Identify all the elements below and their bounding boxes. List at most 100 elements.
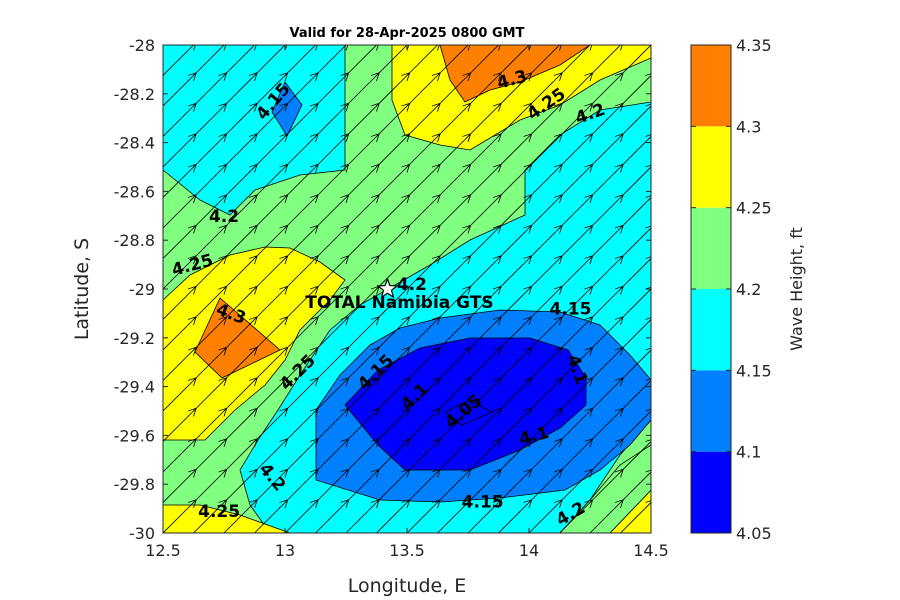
direction-arrow (163, 317, 196, 351)
direction-arrow (376, 104, 410, 137)
direction-arrow (376, 256, 410, 290)
direction-arrow (223, 470, 257, 503)
direction-arrow (589, 104, 623, 137)
direction-arrow (254, 287, 288, 320)
direction-arrow (406, 195, 440, 229)
direction-arrow (437, 104, 471, 137)
colorbar-swatch (691, 207, 731, 289)
direction-arrow (163, 500, 196, 533)
direction-arrow (345, 348, 379, 381)
direction-arrow (223, 439, 257, 473)
direction-arrow (589, 45, 623, 76)
direction-arrow (650, 227, 651, 228)
direction-arrow (528, 409, 562, 442)
y-tick-label: -30 (129, 524, 155, 543)
direction-arrow (284, 378, 318, 412)
direction-arrow (559, 378, 593, 412)
direction-arrow (163, 45, 196, 76)
direction-arrow (650, 74, 651, 76)
direction-arrow (284, 409, 318, 442)
direction-arrow (163, 104, 196, 137)
direction-arrow (620, 165, 651, 198)
direction-arrow (559, 287, 593, 320)
direction-arrow (467, 500, 501, 533)
direction-arrow (620, 134, 651, 168)
direction-arrow (467, 256, 501, 290)
site-marker-group: TOTAL Namibia GTS (305, 277, 494, 313)
direction-arrow (284, 73, 318, 107)
colorbar-swatch (691, 370, 731, 452)
direction-arrow (345, 500, 379, 533)
direction-arrow (498, 73, 532, 107)
direction-arrow (223, 378, 257, 412)
direction-arrow (528, 134, 562, 168)
direction-arrow (406, 73, 440, 107)
contour-label: 4.2 (209, 207, 239, 227)
direction-arrow (498, 134, 532, 168)
direction-arrow (223, 45, 257, 76)
direction-arrow (528, 439, 562, 473)
direction-arrow (620, 500, 651, 533)
direction-arrow (437, 317, 471, 351)
colorbar-swatch (691, 451, 731, 533)
direction-arrow (467, 134, 501, 168)
direction-arrow (376, 348, 410, 381)
direction-arrow (559, 165, 593, 198)
y-axis-ticks: -28 -28.2 -28.4 -28.6 -28.8 -29 -29.2 -29.4 -29.… (114, 36, 651, 543)
direction-arrow (223, 104, 257, 137)
direction-arrow (650, 471, 651, 472)
x-tick-label: 14.5 (633, 541, 669, 560)
direction-arrow (284, 256, 318, 290)
direction-arrow (315, 470, 349, 503)
direction-arrow (620, 317, 651, 351)
direction-arrow (193, 500, 227, 533)
direction-arrow (315, 73, 349, 107)
direction-arrow (163, 470, 196, 503)
direction-arrow (254, 134, 288, 168)
direction-arrow (650, 501, 651, 503)
direction-arrow (223, 409, 257, 442)
direction-arrow (650, 532, 651, 533)
direction-arrow (284, 439, 318, 473)
direction-arrow (498, 470, 532, 503)
direction-arrow (376, 409, 410, 442)
direction-arrow (620, 439, 651, 473)
direction-arrow (254, 256, 288, 290)
direction-arrow (315, 226, 349, 259)
direction-arrow (406, 470, 440, 503)
direction-arrow (284, 134, 318, 168)
direction-arrow (193, 195, 227, 229)
direction-arrow (345, 104, 379, 137)
direction-arrow (315, 134, 349, 168)
direction-arrow (345, 134, 379, 168)
direction-arrows (163, 45, 651, 533)
direction-arrow (284, 500, 318, 533)
direction-arrow (254, 348, 288, 381)
direction-arrow (223, 226, 257, 259)
direction-arrow (589, 287, 623, 320)
contour-label: 4.15 (462, 492, 504, 512)
direction-arrow (467, 348, 501, 381)
direction-arrow (528, 104, 562, 137)
direction-arrow (254, 45, 288, 76)
direction-arrow (223, 195, 257, 229)
direction-arrow (467, 409, 501, 442)
colorbar-swatch (691, 126, 731, 208)
direction-arrow (467, 439, 501, 473)
direction-arrow (559, 439, 593, 473)
direction-arrow (620, 287, 651, 320)
direction-arrow (498, 104, 532, 137)
y-axis-label: Latitude, S (71, 238, 93, 340)
direction-arrow (193, 470, 227, 503)
direction-arrow (528, 256, 562, 290)
direction-arrow (376, 226, 410, 259)
direction-arrow (345, 470, 379, 503)
direction-arrow (315, 256, 349, 290)
direction-arrow (284, 104, 318, 137)
direction-arrow (315, 348, 349, 381)
direction-arrow (559, 195, 593, 229)
direction-arrow (284, 165, 318, 198)
direction-arrow (223, 348, 257, 381)
direction-arrow (467, 104, 501, 137)
direction-arrow (559, 45, 593, 76)
